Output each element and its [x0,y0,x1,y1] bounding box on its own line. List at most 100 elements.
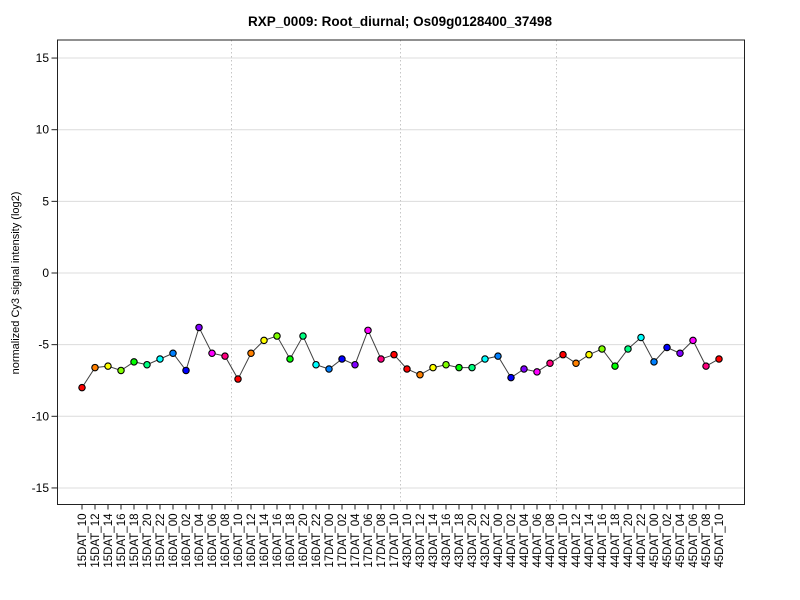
data-point [715,355,723,363]
x-tick-label: 45DAT_02 [662,514,674,568]
x-tick-label: 15DAT_10 [77,514,89,568]
y-tick-label: 10 [36,123,50,137]
data-point [468,363,476,372]
x-tick-label: 16DAT_10 [233,514,245,568]
data-point [429,363,437,372]
data-point [481,355,489,363]
data-point [507,373,515,382]
x-tick-label: 44DAT_00 [493,514,505,568]
x-tick-label: 44DAT_12 [571,514,583,568]
x-tick-label: 17DAT_00 [324,514,336,568]
x-tick-label: 44DAT_20 [623,514,635,568]
x-tick-label: 44DAT_08 [545,514,557,568]
x-tick-label: 44DAT_16 [597,514,609,568]
data-point [130,358,138,366]
data-point [299,332,307,340]
data-point [598,345,606,353]
x-tick-label: 45DAT_10 [714,514,726,568]
x-tick-label: 43DAT_16 [441,514,453,568]
x-tick-label: 45DAT_08 [701,514,713,568]
x-tick-label: 43DAT_22 [480,514,492,568]
data-point [455,363,463,372]
x-tick-label: 15DAT_22 [155,514,167,568]
data-point [312,360,320,369]
data-point [286,355,294,363]
x-tick-label: 44DAT_02 [506,514,518,568]
data-point [117,366,125,375]
x-tick-label: 16DAT_04 [194,513,206,568]
data-point [156,355,164,363]
data-point [260,336,268,345]
y-tick-label: -5 [38,338,49,352]
x-tick-label: 45DAT_00 [649,514,661,568]
data-point [234,375,242,383]
x-tick-label: 45DAT_06 [688,514,700,568]
x-tick-label: 16DAT_06 [207,514,219,568]
data-point [182,366,190,375]
x-tick-label: 44DAT_10 [558,514,570,568]
x-tick-label: 43DAT_18 [454,514,466,568]
x-tick-label: 43DAT_12 [415,514,427,568]
x-tick-label: 43DAT_10 [402,514,414,568]
x-tick-label: 17DAT_06 [363,514,375,568]
x-tick-label: 43DAT_14 [428,513,440,568]
x-tick-label: 15DAT_12 [90,514,102,568]
x-tick-label: 44DAT_04 [519,513,531,568]
y-tick-label: 5 [42,194,49,208]
x-tick-label: 17DAT_08 [376,514,388,568]
x-tick-label: 16DAT_02 [181,514,193,568]
data-point [494,352,502,360]
x-tick-label: 44DAT_22 [636,514,648,568]
data-point [416,370,424,379]
x-tick-label: 17DAT_04 [350,513,362,568]
data-point [676,349,684,357]
data-point [650,358,658,366]
data-point [585,350,593,359]
data-point [403,365,411,373]
data-point [663,343,671,352]
data-point [637,333,645,342]
y-tick-label: 15 [36,51,50,65]
data-point [208,349,216,357]
data-point [572,359,580,368]
y-tick-label: -10 [32,409,50,423]
x-tick-label: 16DAT_00 [168,514,180,568]
data-point [143,360,151,369]
x-tick-label: 17DAT_10 [389,514,401,568]
y-axis-title: normalized Cy3 signal intensity (log2) [10,192,22,375]
data-point [442,360,450,369]
x-tick-label: 16DAT_18 [285,514,297,568]
data-point [104,362,112,370]
data-point [195,323,203,332]
chart-title: RXP_0009: Root_diurnal; Os09g0128400_374… [248,14,552,29]
x-tick-label: 45DAT_04 [675,513,687,568]
data-point [221,352,229,360]
data-point [520,365,528,373]
data-point [273,332,281,340]
data-point [351,360,359,369]
x-tick-label: 16DAT_12 [246,514,258,568]
data-point [533,368,541,376]
x-tick-label: 43DAT_20 [467,514,479,568]
x-tick-label: 15DAT_18 [129,514,141,568]
data-point [390,350,398,359]
x-tick-label: 16DAT_20 [298,514,310,568]
data-point [78,383,86,392]
x-tick-label: 15DAT_16 [116,514,128,568]
x-tick-label: 16DAT_16 [272,514,284,568]
data-point [689,336,697,345]
data-point [559,350,567,359]
data-point [546,359,554,368]
x-tick-label: 16DAT_22 [311,514,323,568]
data-point [377,355,385,363]
data-point [364,326,372,335]
data-point [91,363,99,372]
data-point [624,345,632,353]
x-tick-label: 44DAT_14 [584,513,596,568]
x-tick-label: 15DAT_20 [142,514,154,568]
data-point [611,362,619,370]
data-point [325,365,333,373]
data-point [338,355,346,363]
